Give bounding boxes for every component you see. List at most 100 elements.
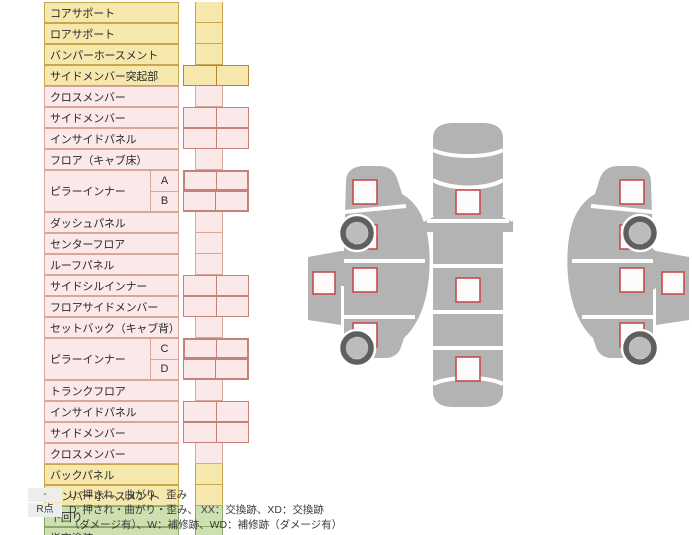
mark-cell[interactable] — [195, 23, 223, 44]
table-row[interactable]: ピラーインナー C D — [44, 338, 254, 380]
mark-cell[interactable] — [183, 401, 217, 422]
mark-cell[interactable] — [195, 443, 223, 464]
mark-row[interactable] — [183, 86, 249, 107]
table-row[interactable]: サイドメンバー — [44, 107, 254, 128]
mark-row[interactable] — [183, 443, 249, 464]
mark-cell[interactable] — [183, 275, 217, 296]
mark-cell[interactable] — [184, 339, 217, 358]
mark-row[interactable] — [183, 65, 249, 86]
mark-row[interactable] — [183, 149, 249, 170]
mark-cell-pair — [183, 296, 249, 317]
table-row[interactable]: コアサポート — [44, 2, 254, 23]
mark-row[interactable] — [183, 338, 249, 380]
wheel-rear — [337, 328, 377, 368]
mark-cell[interactable] — [195, 233, 223, 254]
mark-cell[interactable] — [216, 339, 248, 358]
mark-row[interactable] — [183, 527, 249, 535]
part-label: トランクフロア — [44, 380, 179, 401]
mark-row[interactable] — [183, 212, 249, 233]
table-row[interactable]: トランクフロア — [44, 380, 254, 401]
table-row[interactable]: セットバック（キャブ背） — [44, 317, 254, 338]
table-row[interactable]: フロアサイドメンバー — [44, 296, 254, 317]
mark-cell[interactable] — [183, 422, 217, 443]
mark-row[interactable] — [183, 464, 249, 485]
table-row[interactable]: サイドメンバー — [44, 422, 254, 443]
mark-cell[interactable] — [195, 380, 223, 401]
mark-row[interactable] — [183, 128, 249, 149]
table-row[interactable]: インサイドパネル — [44, 128, 254, 149]
mark-cell[interactable] — [183, 296, 217, 317]
table-row[interactable]: サイドメンバー突起部 — [44, 65, 254, 86]
mark-cell[interactable] — [216, 296, 249, 317]
mark-cell[interactable] — [195, 149, 223, 170]
mark-row[interactable] — [183, 23, 249, 44]
table-row[interactable]: クロスメンバー — [44, 443, 254, 464]
mark-row[interactable] — [183, 44, 249, 65]
part-label: バンパーホースメント — [44, 44, 179, 65]
mark-cell[interactable] — [195, 464, 223, 485]
mark-cell[interactable] — [183, 107, 217, 128]
table-row[interactable]: ダッシュパネル — [44, 212, 254, 233]
mark-cell[interactable] — [195, 506, 223, 527]
mark-row[interactable] — [183, 485, 249, 506]
mark-row[interactable] — [183, 506, 249, 527]
mark-cell[interactable] — [195, 485, 223, 506]
table-row[interactable]: インサイドパネル — [44, 401, 254, 422]
mark-cell[interactable] — [195, 212, 223, 233]
right-side-profile — [567, 166, 689, 368]
mark-cell[interactable] — [184, 171, 217, 190]
mark-cell-pair — [183, 191, 249, 212]
mark-cell[interactable] — [195, 317, 223, 338]
mark-cell[interactable] — [216, 275, 249, 296]
mark-cell[interactable] — [216, 171, 248, 190]
mark-cell[interactable] — [216, 192, 248, 211]
mark-box — [455, 356, 481, 382]
mark-cell[interactable] — [216, 401, 249, 422]
mark-row[interactable] — [183, 296, 249, 317]
table-row[interactable]: バンパーホースメント — [44, 44, 254, 65]
mark-cell-pair — [183, 128, 249, 149]
table-row[interactable]: センターフロア — [44, 233, 254, 254]
table-row[interactable]: 指定塗装 — [44, 527, 254, 535]
mark-cell-pair — [183, 65, 249, 86]
mark-cell[interactable] — [216, 65, 249, 86]
mark-cell[interactable] — [195, 527, 223, 535]
table-row[interactable]: フロア（キャブ床） — [44, 149, 254, 170]
mark-cell[interactable] — [216, 128, 249, 149]
mark-cell[interactable] — [195, 2, 223, 23]
mark-cell[interactable] — [195, 86, 223, 107]
mark-row[interactable] — [183, 233, 249, 254]
mark-cell[interactable] — [183, 65, 217, 86]
mark-cell[interactable] — [183, 128, 217, 149]
mark-cell[interactable] — [183, 360, 216, 379]
mark-row[interactable] — [183, 317, 249, 338]
table-row[interactable]: クロスメンバー — [44, 86, 254, 107]
legend-key: R点 — [28, 503, 62, 517]
mark-row[interactable] — [183, 422, 249, 443]
table-row[interactable]: バンパーホースメント — [44, 485, 254, 506]
legend-line: - U: 押され、曲がり、歪み — [28, 488, 342, 502]
mark-cell-pair — [183, 107, 249, 128]
mark-cell[interactable] — [195, 254, 223, 275]
mark-row[interactable] — [183, 380, 249, 401]
mark-row[interactable] — [183, 2, 249, 23]
mark-row[interactable] — [183, 275, 249, 296]
table-row[interactable]: バックパネル — [44, 464, 254, 485]
mark-row[interactable] — [183, 170, 249, 212]
mark-cell[interactable] — [183, 192, 216, 211]
sub-label: D — [151, 359, 179, 380]
table-row[interactable]: サイドシルインナー — [44, 275, 254, 296]
table-row[interactable]: ロアサポート — [44, 23, 254, 44]
mark-cell-pair — [183, 422, 249, 443]
mark-cell[interactable] — [195, 44, 223, 65]
mark-row[interactable] — [183, 254, 249, 275]
mark-cell[interactable] — [216, 422, 249, 443]
top-view — [422, 123, 514, 407]
mark-cell[interactable] — [216, 107, 249, 128]
table-row[interactable]: ルーフパネル — [44, 254, 254, 275]
mark-cell[interactable] — [216, 360, 248, 379]
mark-row[interactable] — [183, 107, 249, 128]
table-row[interactable]: ピラーインナー A B — [44, 170, 254, 212]
mark-row[interactable] — [183, 401, 249, 422]
